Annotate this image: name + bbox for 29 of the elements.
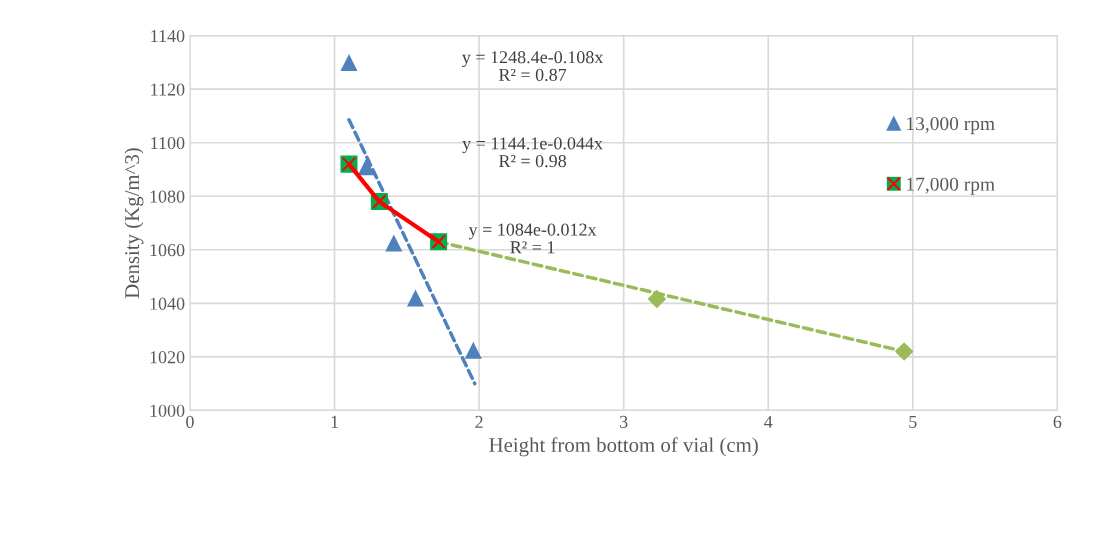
point bbox=[385, 234, 403, 252]
x-tick-label: 6 bbox=[1053, 415, 1062, 428]
y-axis-title: Density (Kg/m^3) bbox=[124, 148, 144, 299]
x-axis-title: Height from bottom of vial (cm) bbox=[489, 437, 758, 457]
legend-label: 13,000 rpm bbox=[907, 117, 995, 135]
y-tick-label: 1120 bbox=[151, 83, 185, 96]
annotation: y = 1144.1e-0.044x R² = 0.98 bbox=[462, 137, 603, 168]
point bbox=[464, 341, 482, 359]
x-tick-label: 1 bbox=[331, 415, 338, 428]
y-tick-label: 1140 bbox=[151, 29, 185, 43]
y-tick-label: 1060 bbox=[150, 244, 185, 257]
y-tick-label: 1020 bbox=[150, 351, 185, 364]
annotation: y = 1248.4e-0.108x R² = 0.87 bbox=[462, 51, 604, 82]
x-tick-label: 0 bbox=[186, 415, 194, 428]
point bbox=[357, 158, 375, 176]
point bbox=[406, 289, 424, 307]
y-tick-label: 1100 bbox=[151, 136, 185, 150]
point bbox=[340, 53, 358, 71]
x-tick-label: 5 bbox=[909, 415, 917, 428]
y-tick-label: 1040 bbox=[150, 297, 185, 310]
annotation: y = 1084e-0.012x R² = 1 bbox=[468, 223, 597, 254]
x-tick-label: 2 bbox=[475, 415, 483, 428]
x-tick-label: 3 bbox=[620, 415, 628, 428]
x-tick-label: 4 bbox=[764, 415, 773, 428]
y-tick-label: 1000 bbox=[150, 404, 185, 417]
legend-label: 17,000 rpm bbox=[907, 177, 995, 195]
point bbox=[647, 289, 667, 309]
y-tick-label: 1080 bbox=[150, 190, 185, 203]
point bbox=[894, 342, 914, 361]
